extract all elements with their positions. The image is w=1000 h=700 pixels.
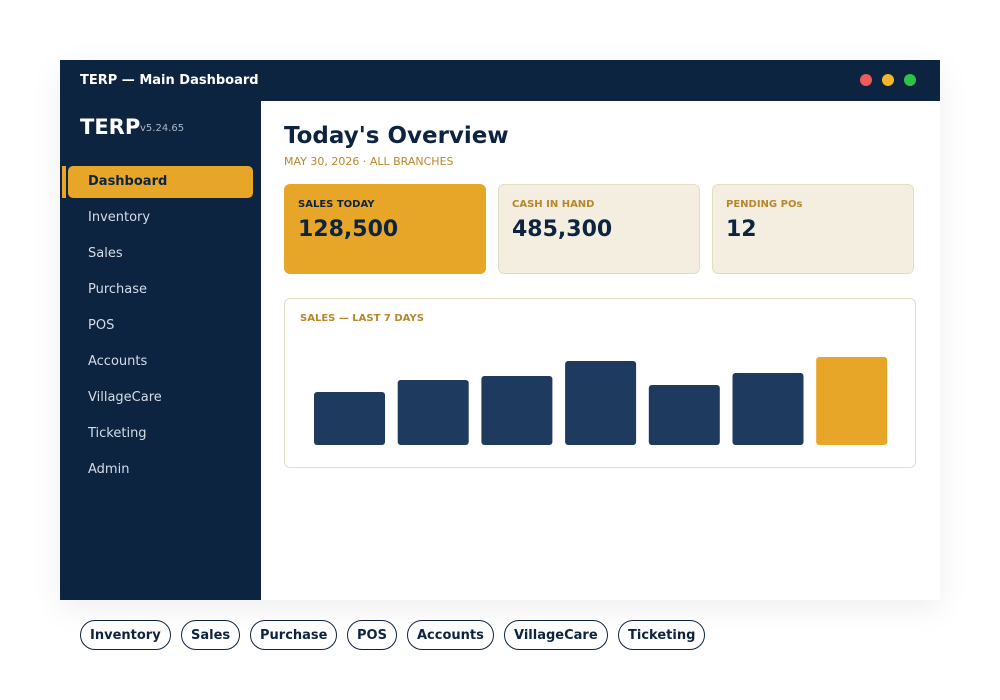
version: v5.24.65 (140, 123, 185, 134)
nav-item[interactable]: Admin (88, 462, 130, 477)
app-window: TERP — Main Dashboard TERP v5.24.65 Dash… (60, 60, 940, 600)
bar (565, 361, 637, 445)
nav-item[interactable]: Sales (88, 246, 123, 261)
nav-item[interactable]: Accounts (88, 354, 148, 369)
stat-label: CASH IN HAND (512, 199, 595, 210)
stat-label: PENDING POs (726, 199, 803, 210)
nav-item[interactable]: Inventory (88, 210, 151, 225)
nav-item[interactable]: Ticketing (88, 426, 147, 441)
bar (732, 373, 804, 445)
stat-card: PENDING POs 12 (712, 184, 914, 274)
module-chip[interactable]: Purchase (250, 620, 338, 650)
stat-value: 128,500 (298, 217, 399, 242)
bar (816, 357, 888, 445)
nav-item[interactable]: VillageCare (88, 390, 162, 405)
module-chip[interactable]: Inventory (80, 620, 171, 650)
chart-title: SALES — LAST 7 DAYS (300, 313, 424, 324)
stat-label: SALES TODAY (298, 199, 375, 210)
bar (397, 380, 469, 445)
sidebar: TERP v5.24.65 Dashboard Inventory Sales Pur… (60, 101, 261, 600)
page-title: Today's Overview (284, 123, 509, 149)
stat-card: SALES TODAY 128,500 (284, 184, 486, 274)
module-chip[interactable]: Ticketing (618, 620, 706, 650)
module-chip[interactable]: VillageCare (504, 620, 608, 650)
stat-card: CASH IN HAND 485,300 (498, 184, 700, 274)
close-button[interactable] (860, 74, 872, 86)
title-bar: TERP — Main Dashboard (60, 60, 940, 101)
window-title: TERP — Main Dashboard (80, 73, 259, 88)
module-chip[interactable]: Sales (181, 620, 241, 650)
bar (314, 392, 385, 445)
chart-panel: SALES — LAST 7 DAYS (284, 298, 916, 468)
bar (648, 385, 720, 445)
stat-value: 485,300 (512, 217, 613, 242)
bar (481, 376, 553, 445)
nav-item[interactable]: POS (88, 318, 115, 333)
module-chip[interactable]: Accounts (407, 620, 494, 650)
nav-item[interactable]: Purchase (88, 282, 148, 297)
chart (314, 357, 888, 445)
brand: TERP (80, 115, 141, 139)
minimize-button[interactable] (882, 74, 894, 86)
stat-value: 12 (726, 217, 757, 242)
module-chip[interactable]: POS (347, 620, 397, 650)
active-indicator (62, 166, 66, 198)
maximize-button[interactable] (904, 74, 916, 86)
nav-item[interactable]: Dashboard (68, 166, 253, 198)
page-subtitle: MAY 30, 2026 · ALL BRANCHES (284, 155, 454, 168)
